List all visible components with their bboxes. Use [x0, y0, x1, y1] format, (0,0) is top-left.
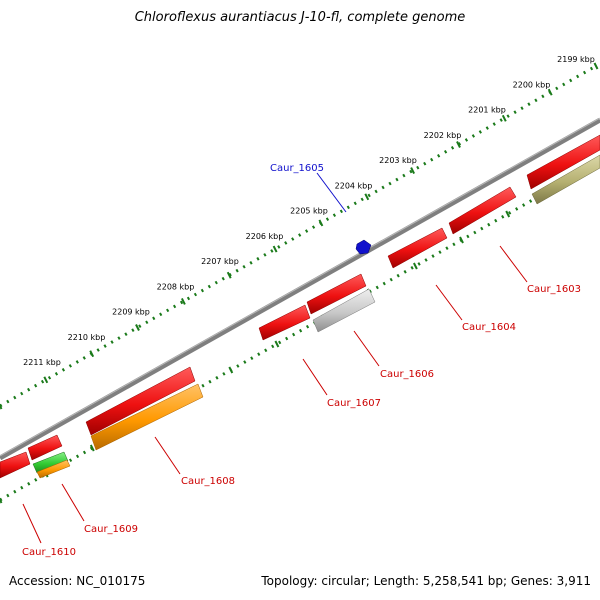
scale-label: 2211 kbp — [23, 358, 61, 367]
outer-scale-dots — [0, 64, 597, 408]
gene-olive-arrow[interactable] — [531, 154, 600, 205]
scale-tick — [226, 271, 232, 279]
leader-caur-1607 — [302, 358, 328, 396]
inner-scale-tick — [0, 497, 3, 504]
inner-scale-tick — [413, 262, 418, 270]
gene-red-arrow-left[interactable] — [27, 434, 63, 461]
genome-summary-text: Topology: circular; Length: 5,258,541 bp… — [261, 574, 591, 588]
gene-caur-1603-arrow[interactable] — [526, 134, 600, 190]
scale-label: 2200 kbp — [513, 80, 551, 89]
leader-caur-1609 — [61, 483, 85, 522]
scale-label: 2210 kbp — [68, 333, 106, 342]
scale-label: 2206 kbp — [246, 232, 284, 241]
label-caur-1604[interactable]: Caur_1604 — [462, 322, 516, 333]
inner-scale-tick — [459, 236, 464, 244]
label-caur-1610[interactable]: Caur_1610 — [22, 547, 76, 558]
scale-label: 2201 kbp — [468, 106, 506, 115]
leader-caur-1608 — [154, 436, 181, 475]
scale-label: 2203 kbp — [379, 156, 417, 165]
label-caur-1607[interactable]: Caur_1607 — [327, 398, 381, 409]
leader-caur-1604 — [435, 284, 463, 321]
inner-scale-dots — [0, 160, 600, 502]
scale-label: 2204 kbp — [335, 181, 373, 190]
gene-features — [0, 134, 600, 479]
gene-caur-1606-arrow[interactable] — [312, 288, 376, 333]
gene-red-arrow-3[interactable] — [306, 273, 367, 315]
gene-caur-1605-marker[interactable] — [355, 239, 372, 255]
scale-label: 2207 kbp — [201, 257, 239, 266]
scale-tick — [456, 141, 461, 148]
scale-label: 2199 kbp — [557, 55, 595, 64]
outer-scale-ticks — [0, 62, 599, 410]
scale-tick — [364, 193, 370, 201]
inner-scale-tick — [274, 340, 280, 348]
scale-tick — [43, 376, 49, 384]
accession-text: Accession: NC_010175 — [9, 574, 146, 588]
scale-label: 2208 kbp — [157, 282, 195, 291]
scale-tick — [181, 297, 186, 305]
gene-caur-1604-arrow[interactable] — [448, 186, 517, 235]
leader-caur-1610 — [22, 503, 42, 544]
scale-tick — [501, 114, 507, 122]
gene-labels: Caur_1605 Caur_1603 Caur_1604 Caur_1606 … — [22, 163, 581, 558]
scale-tick — [547, 88, 553, 96]
gene-caur-1609-green-arrow[interactable] — [32, 451, 69, 474]
scale-label: 2209 kbp — [112, 308, 150, 317]
scale-label: 2205 kbp — [290, 207, 328, 216]
label-caur-1606[interactable]: Caur_1606 — [380, 369, 434, 380]
scale-label: 2202 kbp — [424, 131, 462, 140]
gene-caur-1608-orange-arrow[interactable] — [90, 383, 204, 451]
label-caur-1605[interactable]: Caur_1605 — [270, 163, 324, 174]
genome-backbone — [0, 117, 600, 461]
scale-tick — [272, 245, 278, 253]
scale-tick — [0, 403, 3, 410]
gene-caur-1608-red-arrow[interactable] — [85, 366, 196, 436]
scale-tick — [410, 167, 415, 175]
inner-scale-tick — [505, 210, 511, 218]
scale-tick — [135, 324, 140, 331]
inner-scale-tick — [228, 366, 234, 374]
label-caur-1603[interactable]: Caur_1603 — [527, 284, 581, 295]
scale-tick — [593, 62, 599, 70]
leader-caur-1606 — [353, 330, 380, 367]
leader-caur-1605 — [316, 172, 347, 213]
genome-backbone-highlight — [0, 117, 600, 457]
scale-tick — [89, 350, 95, 358]
map-title: Chloroflexus aurantiacus J-10-fl, comple… — [134, 10, 466, 25]
leader-caur-1603 — [499, 245, 528, 283]
gene-caur-1610-arrow[interactable] — [0, 451, 31, 479]
gene-caur-1609-orange-arrow[interactable] — [36, 459, 71, 479]
gene-red-arrow-2[interactable] — [387, 227, 448, 269]
scale-labels: 2199 kbp 2200 kbp 2201 kbp 2202 kbp 2203 kbp… — [23, 55, 595, 367]
label-caur-1608[interactable]: Caur_1608 — [181, 476, 235, 487]
gene-caur-1607-arrow[interactable] — [258, 304, 311, 341]
label-caur-1609[interactable]: Caur_1609 — [84, 524, 138, 535]
label-leader-lines — [22, 172, 528, 544]
outer-scale-track: 2199 kbp 2200 kbp 2201 kbp 2202 kbp 2203 kbp… — [0, 55, 599, 410]
inner-scale-tick — [89, 444, 95, 452]
scale-tick — [318, 219, 324, 227]
